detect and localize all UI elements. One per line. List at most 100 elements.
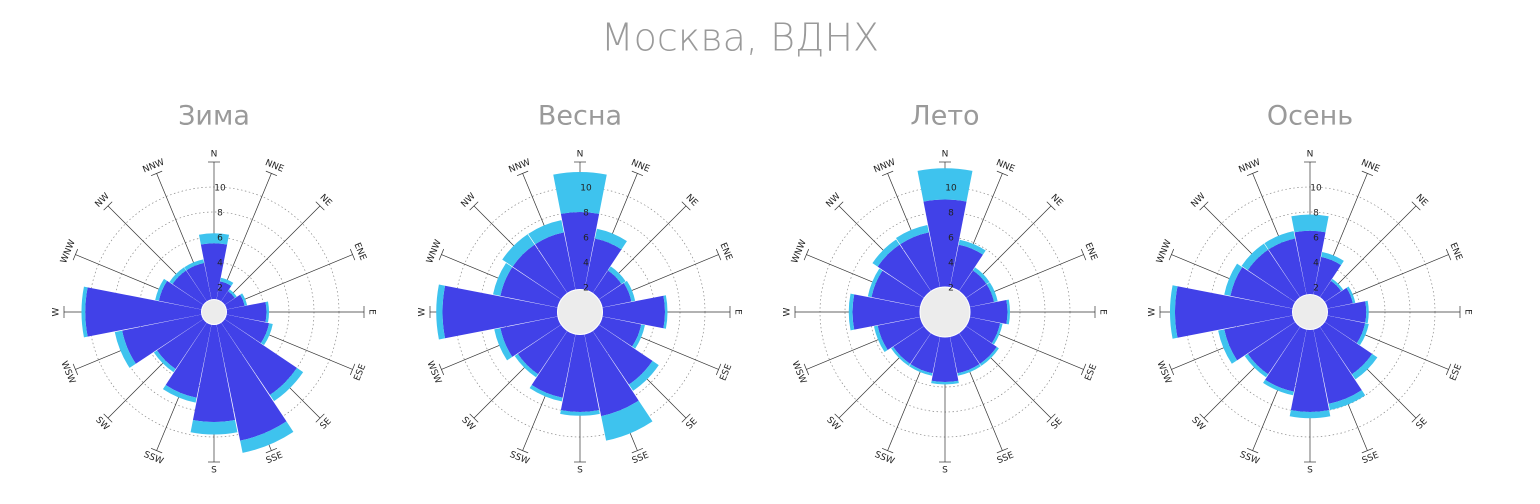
wind-bar xyxy=(632,324,645,349)
r-tick-label: 6 xyxy=(583,234,589,244)
wind-bar xyxy=(867,268,883,298)
direction-label: SE xyxy=(1050,416,1065,431)
direction-label: NNE xyxy=(995,158,1017,175)
wind-bar xyxy=(198,233,230,245)
direction-label: NNW xyxy=(1237,158,1262,176)
wind-bar xyxy=(260,323,273,346)
wind-bar xyxy=(607,266,626,285)
wind-bar xyxy=(1365,300,1369,324)
wind-bar xyxy=(153,350,176,373)
wind-bar xyxy=(895,225,929,245)
wind-bar xyxy=(156,312,214,370)
wind-bar xyxy=(529,384,563,402)
r-tick-label: 2 xyxy=(948,284,954,294)
r-tick-label: 10 xyxy=(1310,184,1322,194)
chart-title: Лето xyxy=(910,101,979,132)
wind-bar xyxy=(1346,286,1356,304)
direction-label: ENE xyxy=(717,241,733,262)
wind-bar xyxy=(493,262,513,296)
wind-bar xyxy=(186,263,214,312)
direction-label: E xyxy=(733,309,743,315)
spoke-cap xyxy=(715,248,722,261)
wind-bar xyxy=(891,346,911,366)
wind-bar xyxy=(155,278,168,301)
wind-bar xyxy=(512,244,580,312)
wind-bar xyxy=(1290,312,1330,412)
direction-label: ENE xyxy=(1447,241,1463,262)
r-tick-label: 10 xyxy=(214,184,226,194)
wind-bar xyxy=(165,312,214,398)
wind-bar xyxy=(979,346,999,366)
wind-bar xyxy=(628,360,659,391)
wind-bar xyxy=(1294,230,1326,312)
spoke-cap xyxy=(803,248,810,261)
direction-label: WSW xyxy=(1154,360,1172,386)
spoke-cap xyxy=(265,447,278,454)
wind-bar xyxy=(502,234,535,267)
wind-bar xyxy=(214,312,270,344)
r-tick-label: 2 xyxy=(1313,284,1319,294)
wind-bar xyxy=(1241,243,1269,271)
spoke-cap xyxy=(103,413,113,423)
spoke-cap xyxy=(834,201,844,211)
wind-bar xyxy=(553,172,607,214)
direction-label: WSW xyxy=(424,360,442,386)
wind-bar xyxy=(214,301,267,323)
direction-label: N xyxy=(1307,150,1314,160)
wind-bar xyxy=(872,239,900,267)
spoke-cap xyxy=(803,363,810,376)
wind-bar xyxy=(991,323,1003,345)
spoke-cap xyxy=(150,447,163,454)
wind-bar xyxy=(972,267,990,285)
wind-bar xyxy=(265,301,269,323)
r-tick-label: 8 xyxy=(583,209,589,219)
wind-bar xyxy=(873,325,888,353)
r-tick-label: 4 xyxy=(217,259,223,269)
wind-bar xyxy=(931,380,959,385)
wind-bar xyxy=(214,312,287,441)
spoke-cap xyxy=(1199,413,1209,423)
spoke-cap xyxy=(996,170,1009,177)
spoke-cap xyxy=(1080,248,1087,261)
spoke-cap xyxy=(1199,201,1209,211)
wind-bar xyxy=(1247,249,1310,312)
spoke-cap xyxy=(1361,170,1374,177)
spoke-cap xyxy=(150,170,163,177)
wind-bar xyxy=(958,239,986,255)
wind-bar xyxy=(986,282,998,303)
wind-bar xyxy=(200,243,228,312)
windrose: ОсеньNNNENEENEEESESESSESSSWSWWSWWWNWNWNN… xyxy=(1148,101,1473,476)
direction-label: S xyxy=(942,466,948,476)
spoke-cap xyxy=(469,413,479,423)
r-tick-label: 2 xyxy=(583,284,589,294)
r-tick-label: 6 xyxy=(948,234,954,244)
direction-label: NNE xyxy=(264,158,286,175)
direction-label: S xyxy=(577,466,583,476)
wind-bar xyxy=(1321,251,1344,266)
r-tick-label: 8 xyxy=(948,209,954,219)
wind-bar xyxy=(169,267,187,285)
calm-circle xyxy=(557,289,603,335)
wind-bar xyxy=(1291,214,1329,233)
wind-bar xyxy=(184,259,205,271)
chart-title: Весна xyxy=(538,101,622,132)
spoke-cap xyxy=(103,201,113,211)
wind-bar xyxy=(514,353,539,378)
wind-bar xyxy=(1230,267,1310,312)
spoke-cap xyxy=(72,248,79,261)
wind-bar xyxy=(1289,410,1331,419)
direction-label: NNW xyxy=(141,158,166,176)
wind-bar xyxy=(1218,329,1238,364)
direction-label: E xyxy=(367,309,377,315)
windrose: ЗимаNNNENEENEEESESESSESSSWSWWSWWWNWNWNNW… xyxy=(52,101,377,476)
wind-bar xyxy=(1328,390,1366,410)
wind-bar xyxy=(1170,285,1178,339)
spoke-cap xyxy=(1246,447,1259,454)
spoke-cap xyxy=(881,170,894,177)
direction-label: ESE xyxy=(719,363,735,383)
wind-bar xyxy=(1224,312,1310,361)
wind-bar xyxy=(580,312,639,417)
spoke-cap xyxy=(715,363,722,376)
direction-label: N xyxy=(942,150,949,160)
